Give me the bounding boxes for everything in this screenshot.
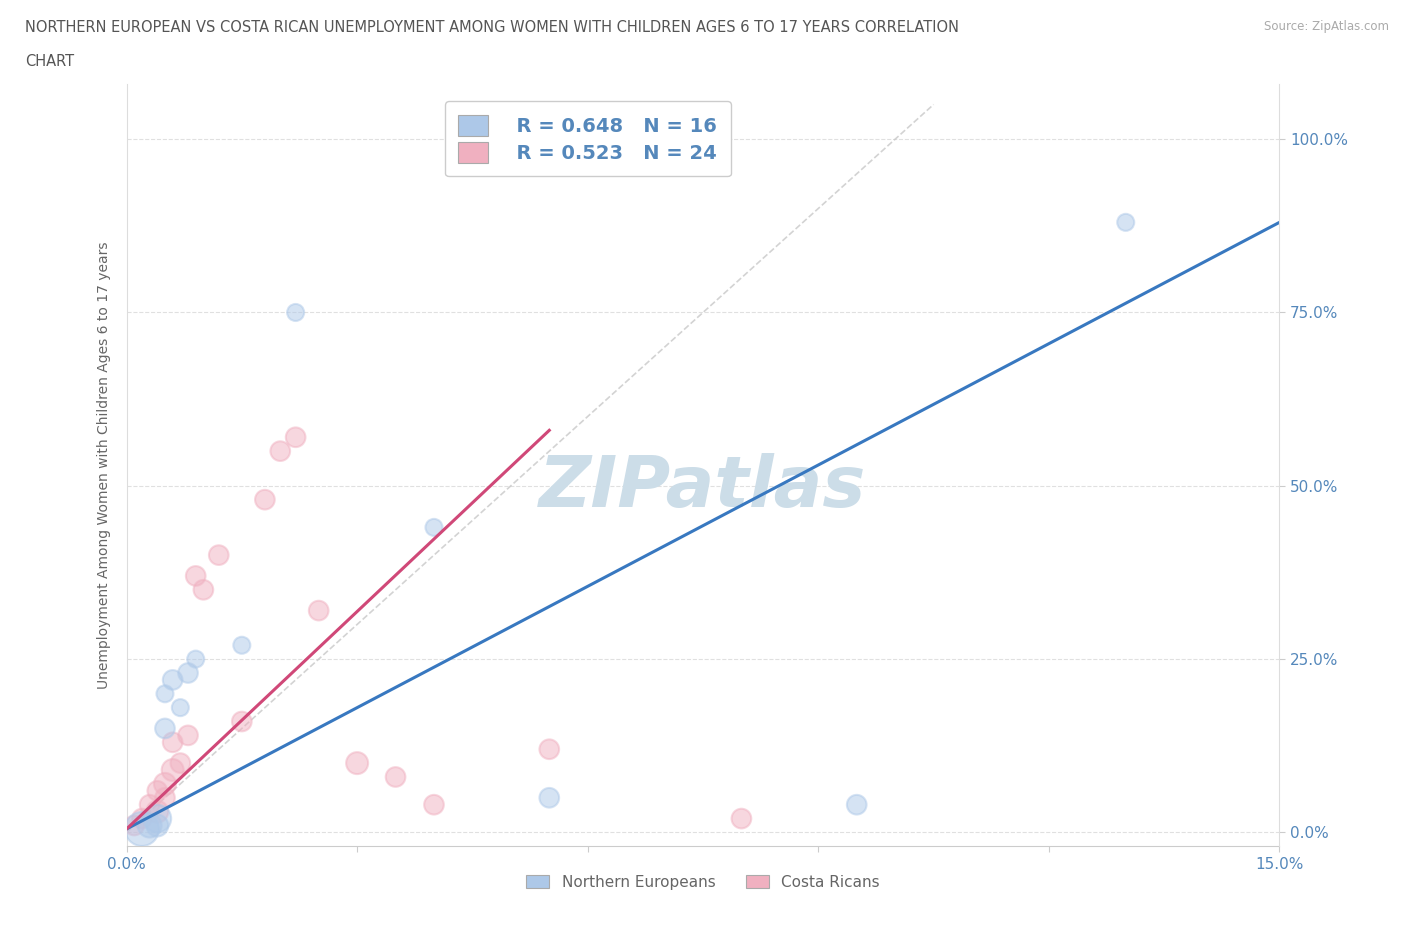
Point [538,742,561,757]
Point [384,769,406,784]
Point [122,818,145,833]
Point [169,700,191,715]
Point [423,797,446,812]
Point [1115,215,1137,230]
Point [131,811,153,826]
Point [253,492,276,507]
Text: Source: ZipAtlas.com: Source: ZipAtlas.com [1264,20,1389,33]
Point [231,638,253,653]
Point [184,568,207,583]
Point [284,305,307,320]
Point [538,790,561,805]
Point [162,763,184,777]
Point [177,666,200,681]
Point [162,735,184,750]
Point [138,818,160,833]
Text: ZIPatlas: ZIPatlas [540,454,866,523]
Point [845,797,868,812]
Point [131,821,153,836]
Text: CHART: CHART [25,54,75,69]
Point [153,686,176,701]
Point [146,783,169,798]
Text: NORTHERN EUROPEAN VS COSTA RICAN UNEMPLOYMENT AMONG WOMEN WITH CHILDREN AGES 6 T: NORTHERN EUROPEAN VS COSTA RICAN UNEMPLO… [25,20,959,35]
Point [208,548,231,563]
Point [184,652,207,667]
Y-axis label: Unemployment Among Women with Children Ages 6 to 17 years: Unemployment Among Women with Children A… [97,241,111,689]
Point [146,804,169,819]
Point [423,520,446,535]
Point [231,714,253,729]
Point [153,777,176,791]
Point [269,444,291,458]
Point [193,582,215,597]
Point [346,756,368,771]
Point [138,797,160,812]
Point [153,721,176,736]
Point [177,728,200,743]
Legend: Northern Europeans, Costa Ricans: Northern Europeans, Costa Ricans [520,869,886,896]
Point [169,756,191,771]
Point [162,672,184,687]
Point [730,811,752,826]
Point [308,604,330,618]
Point [153,790,176,805]
Point [284,430,307,445]
Point [146,818,169,833]
Point [146,811,169,826]
